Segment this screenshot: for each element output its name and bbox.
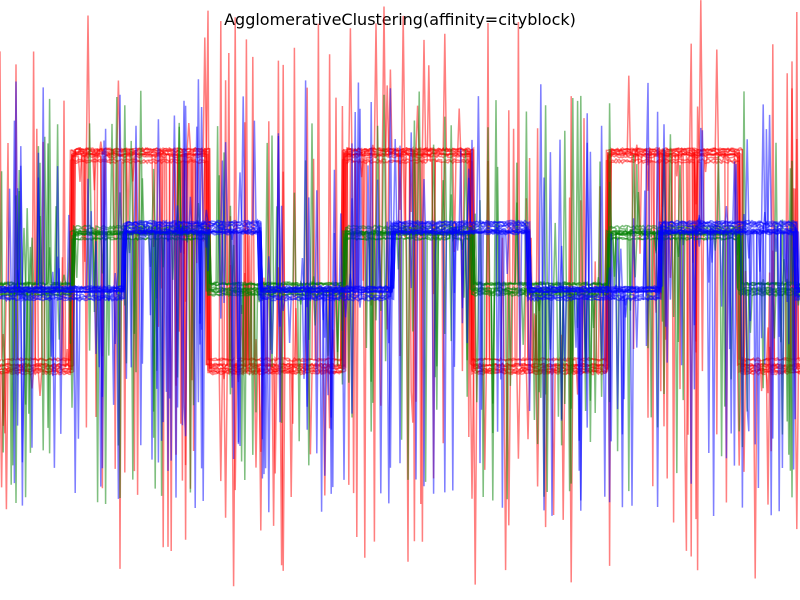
series-line-2-12 [0, 115, 800, 491]
series-line-2-10 [0, 82, 800, 508]
series-line-2-6 [0, 124, 800, 513]
series-line-2-13 [0, 80, 800, 512]
series-group-2 [0, 79, 800, 517]
series-line-2-9 [0, 82, 800, 516]
series-line-2-11 [0, 108, 800, 511]
